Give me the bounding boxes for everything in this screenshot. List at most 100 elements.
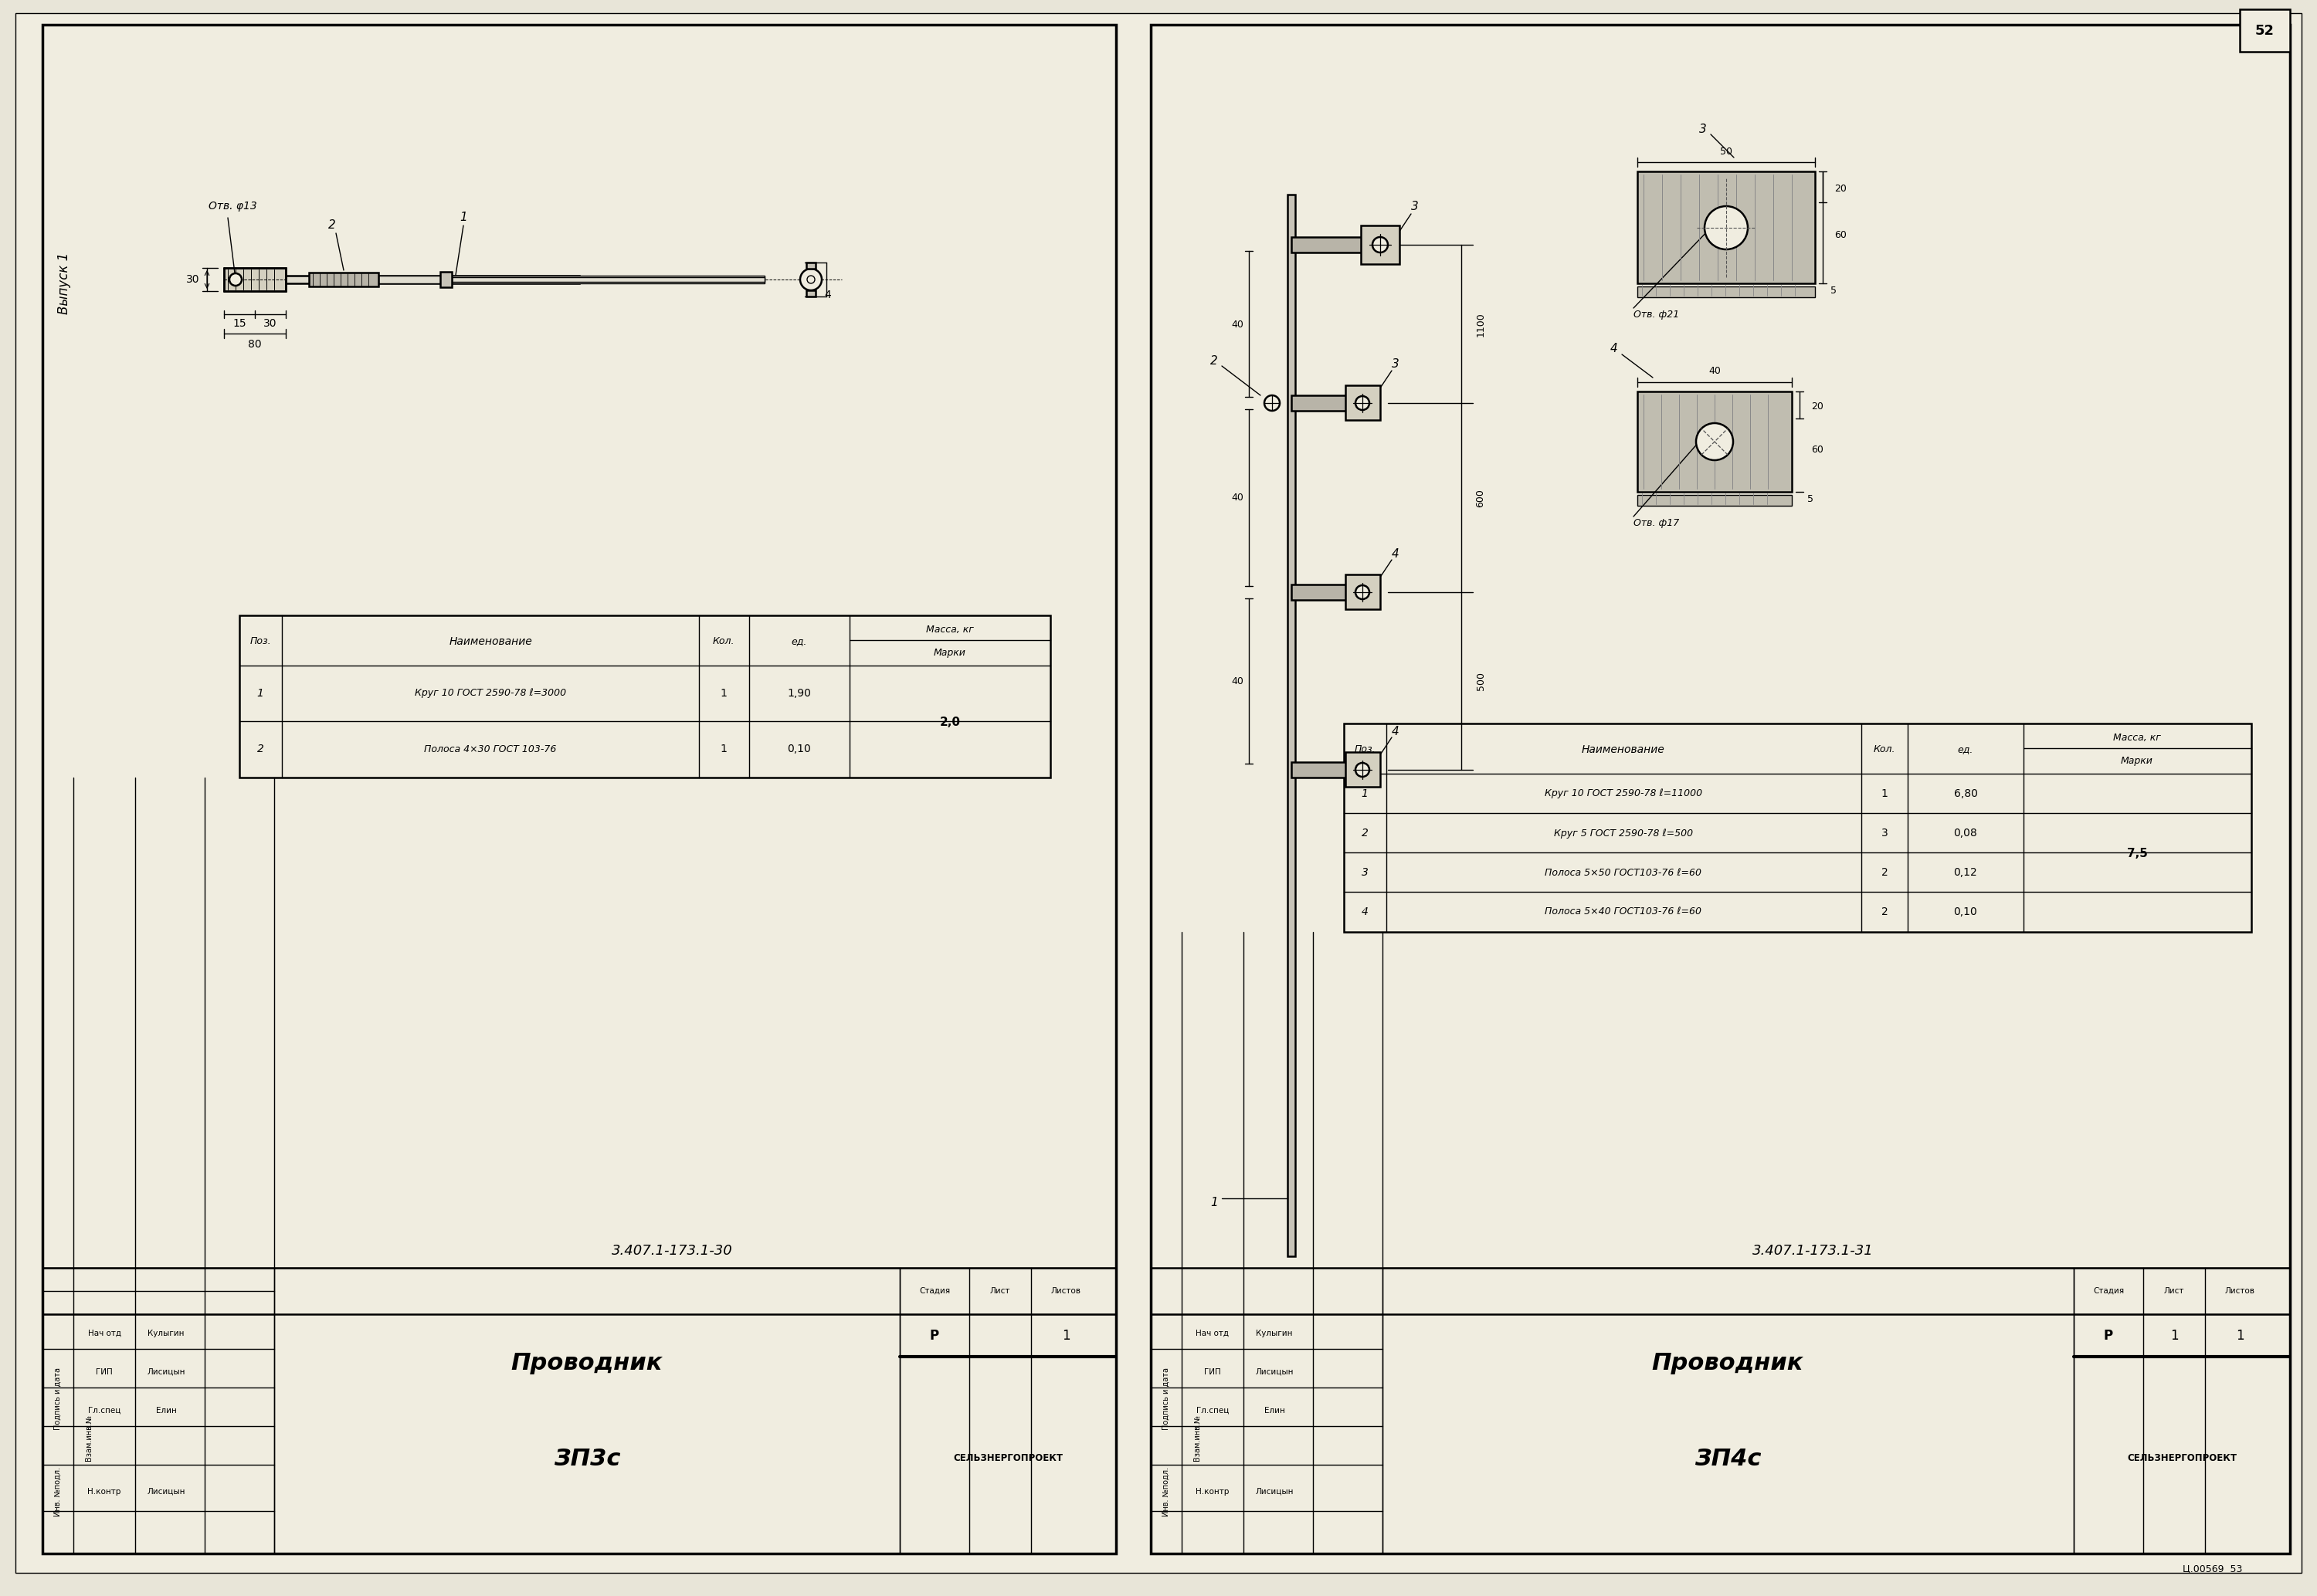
Bar <box>1152 24 2289 1553</box>
Text: 30: 30 <box>264 318 278 329</box>
Bar <box>452 278 765 282</box>
Text: Наименование: Наименование <box>1583 744 1666 755</box>
Text: 3: 3 <box>1881 828 1888 838</box>
Text: 50: 50 <box>1719 147 1733 156</box>
Text: 4: 4 <box>1610 343 1617 354</box>
Text: 3.407.1-173.1-31: 3.407.1-173.1-31 <box>1752 1243 1872 1258</box>
Text: 52: 52 <box>2254 24 2273 38</box>
Text: 15: 15 <box>232 318 246 329</box>
Bar <box>1638 286 1814 297</box>
Text: Круг 10 ГОСТ 2590-78 ℓ=3000: Круг 10 ГОСТ 2590-78 ℓ=3000 <box>415 688 565 699</box>
Text: Подпись и дата: Подпись и дата <box>1163 1368 1170 1430</box>
Text: Масса, кг: Масса, кг <box>927 624 973 634</box>
Bar <box>285 276 579 284</box>
Text: 1: 1 <box>1061 1329 1070 1342</box>
Text: 20: 20 <box>1812 402 1823 412</box>
Text: Проводник: Проводник <box>512 1352 663 1374</box>
Text: Лист: Лист <box>989 1286 1010 1294</box>
Text: Лисицын: Лисицын <box>1256 1487 1293 1495</box>
Bar <box>1638 495 1791 506</box>
Text: Взам.инв.№: Взам.инв.№ <box>86 1414 93 1460</box>
Text: Кулыгин: Кулыгин <box>1256 1329 1293 1337</box>
Text: Круг 10 ГОСТ 2590-78 ℓ=11000: Круг 10 ГОСТ 2590-78 ℓ=11000 <box>1545 788 1703 798</box>
Bar <box>1638 391 1791 492</box>
Circle shape <box>1705 206 1747 249</box>
Text: Отв. ф17: Отв. ф17 <box>1633 517 1680 528</box>
Text: Лисицын: Лисицын <box>146 1368 185 1376</box>
Text: Круг 5 ГОСТ 2590-78 ℓ=500: Круг 5 ГОСТ 2590-78 ℓ=500 <box>1555 828 1694 838</box>
Circle shape <box>1355 396 1369 410</box>
Text: Н.контр: Н.контр <box>88 1487 120 1495</box>
Text: 1: 1 <box>1881 788 1888 800</box>
Bar <box>1291 584 1376 600</box>
Text: Полоса 4×30 ГОСТ 103-76: Полоса 4×30 ГОСТ 103-76 <box>424 744 556 753</box>
Text: Инв. №подл.: Инв. №подл. <box>53 1467 63 1516</box>
Text: ЗП4с: ЗП4с <box>1694 1448 1761 1470</box>
Text: Масса, кг: Масса, кг <box>2113 733 2162 742</box>
Text: Листов: Листов <box>2224 1286 2254 1294</box>
Text: 1,90: 1,90 <box>788 688 811 699</box>
Bar <box>2241 10 2289 51</box>
Text: Лисицын: Лисицын <box>146 1487 185 1495</box>
Bar <box>1288 195 1295 1256</box>
Bar <box>1291 763 1376 777</box>
Text: ЗП3с: ЗП3с <box>554 1448 621 1470</box>
Text: 2: 2 <box>1362 828 1367 838</box>
Text: 3: 3 <box>1362 867 1367 878</box>
Bar <box>440 271 452 287</box>
Text: 2: 2 <box>1209 354 1219 367</box>
Text: 6,80: 6,80 <box>1953 788 1976 800</box>
Text: 4: 4 <box>1362 907 1367 918</box>
Text: Кол.: Кол. <box>714 637 734 646</box>
Text: 0,08: 0,08 <box>1953 828 1976 838</box>
Text: 0,10: 0,10 <box>1953 907 1976 918</box>
Text: 40: 40 <box>1230 677 1244 686</box>
Text: 2: 2 <box>1881 867 1888 878</box>
Bar <box>899 1267 1117 1553</box>
Bar <box>1291 396 1376 410</box>
Bar <box>1638 171 1814 284</box>
Text: 60: 60 <box>1812 444 1823 455</box>
Text: Р: Р <box>2104 1329 2113 1342</box>
Text: 2,0: 2,0 <box>941 717 959 728</box>
Text: Проводник: Проводник <box>1652 1352 1803 1374</box>
Text: 7,5: 7,5 <box>2127 847 2148 859</box>
Text: 20: 20 <box>1835 184 1847 193</box>
Text: Елин: Елин <box>155 1406 176 1414</box>
Text: Марки: Марки <box>934 648 966 658</box>
Bar <box>1346 575 1381 610</box>
Text: Инв. №подл.: Инв. №подл. <box>1163 1467 1170 1516</box>
Text: 2: 2 <box>1881 907 1888 918</box>
Bar <box>42 24 1117 1553</box>
Text: 4: 4 <box>825 289 832 300</box>
Text: СЕЛЬЗНЕРГОПРОЕКТ: СЕЛЬЗНЕРГОПРОЕКТ <box>2127 1454 2236 1464</box>
Text: Гл.спец: Гл.спец <box>1196 1406 1228 1414</box>
Text: 5: 5 <box>1830 286 1837 297</box>
Text: 3: 3 <box>1698 123 1708 134</box>
Bar <box>273 1267 899 1553</box>
Bar <box>308 273 378 286</box>
Text: 40: 40 <box>1230 493 1244 503</box>
Text: 80: 80 <box>248 338 262 350</box>
Text: 1: 1 <box>721 688 728 699</box>
Text: 1: 1 <box>721 744 728 755</box>
Text: Елин: Елин <box>1265 1406 1284 1414</box>
Text: Кол.: Кол. <box>1874 745 1895 755</box>
Text: Поз.: Поз. <box>250 637 271 646</box>
Bar <box>1344 723 2252 932</box>
Text: 500: 500 <box>1476 672 1485 691</box>
Text: 1: 1 <box>459 212 468 223</box>
Circle shape <box>1265 396 1279 410</box>
Text: 4: 4 <box>1393 726 1399 737</box>
Text: Полоса 5×40 ГОСТ103-76 ℓ=60: Полоса 5×40 ГОСТ103-76 ℓ=60 <box>1545 907 1701 918</box>
Text: 0,10: 0,10 <box>788 744 811 755</box>
Text: 1: 1 <box>2171 1329 2178 1342</box>
Text: 1100: 1100 <box>1476 313 1485 337</box>
Text: Гл.спец: Гл.спец <box>88 1406 120 1414</box>
Text: 1: 1 <box>1209 1197 1219 1208</box>
Circle shape <box>1355 763 1369 777</box>
Bar <box>2074 1267 2289 1553</box>
Text: ГИП: ГИП <box>1205 1368 1221 1376</box>
Text: 4: 4 <box>1393 547 1399 560</box>
Text: Ц.00569  53: Ц.00569 53 <box>2183 1564 2243 1574</box>
